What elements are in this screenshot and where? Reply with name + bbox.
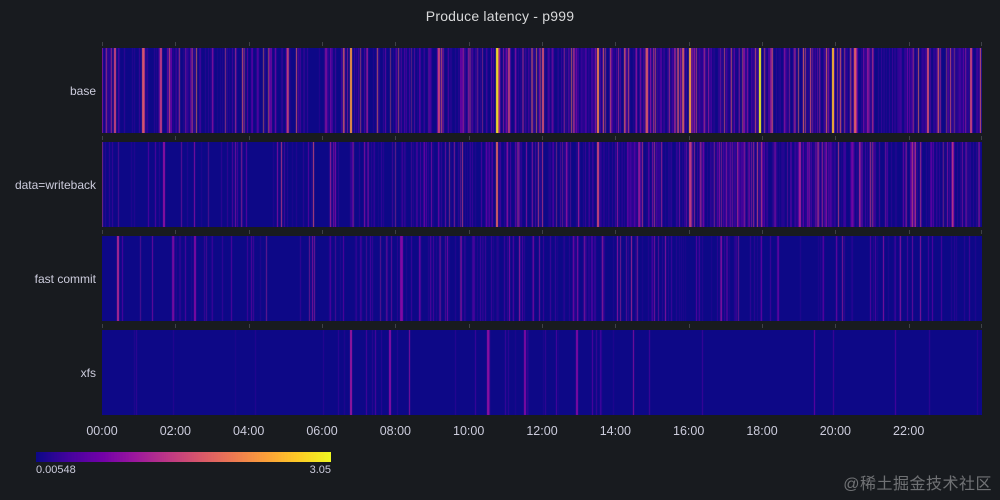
x-axis-label: 06:00 bbox=[306, 424, 338, 438]
axis-tick bbox=[395, 136, 397, 140]
axis-tick bbox=[322, 136, 323, 140]
axis-tick bbox=[468, 230, 470, 234]
axis-tick bbox=[981, 324, 982, 328]
color-gradient-bar bbox=[36, 452, 331, 462]
axis-tick bbox=[468, 136, 470, 140]
axis-tick bbox=[981, 42, 982, 46]
axis-tick bbox=[542, 136, 543, 140]
x-axis: 00:00 02:00 04:00 06:00 08:00 10:00 12:00 14:00… bbox=[0, 424, 1000, 442]
row-label: base bbox=[69, 83, 96, 98]
axis-tick bbox=[468, 324, 470, 328]
axis-tick bbox=[102, 324, 103, 328]
axis-tick bbox=[248, 42, 250, 46]
axis-tick bbox=[835, 324, 837, 328]
legend-labels: 0.00548 3.05 bbox=[36, 464, 331, 476]
x-axis-label: 10:00 bbox=[453, 424, 485, 438]
axis-tick bbox=[248, 324, 250, 328]
axis-tick bbox=[248, 136, 250, 140]
axis-tick bbox=[835, 230, 837, 234]
axis-tick bbox=[102, 136, 103, 140]
axis-tick bbox=[981, 230, 982, 234]
axis-tick bbox=[762, 136, 763, 140]
axis-tick bbox=[102, 42, 103, 46]
axis-tick bbox=[102, 230, 103, 234]
axis-tick bbox=[322, 230, 323, 234]
axis-tick bbox=[688, 42, 690, 46]
heatmap-strip[interactable] bbox=[102, 236, 982, 321]
axis-tick bbox=[322, 324, 323, 328]
axis-tick bbox=[688, 324, 690, 328]
axis-tick bbox=[175, 324, 177, 328]
axis-tick bbox=[395, 324, 397, 328]
axis-tick bbox=[688, 136, 690, 140]
axis-tick bbox=[542, 42, 543, 46]
heatmap-row: xfs bbox=[0, 324, 1000, 424]
axis-tick bbox=[762, 230, 763, 234]
axis-tick bbox=[908, 136, 910, 140]
x-axis-label: 02:00 bbox=[159, 424, 191, 438]
heatmap-strip[interactable] bbox=[102, 330, 982, 415]
heatmap-row: base bbox=[0, 42, 1000, 142]
axis-tick bbox=[835, 136, 837, 140]
row-label: fast commit bbox=[34, 271, 96, 286]
axis-tick bbox=[615, 136, 617, 140]
axis-tick bbox=[688, 230, 690, 234]
x-axis-label: 08:00 bbox=[379, 424, 411, 438]
axis-tick bbox=[615, 324, 617, 328]
x-axis-label: 14:00 bbox=[599, 424, 631, 438]
heatmap-strip[interactable] bbox=[102, 48, 982, 133]
axis-tick bbox=[395, 42, 397, 46]
axis-tick bbox=[175, 42, 177, 46]
panel-title[interactable]: Produce latency - p999 bbox=[425, 8, 575, 24]
axis-tick bbox=[981, 136, 982, 140]
axis-tick bbox=[175, 230, 177, 234]
axis-tick bbox=[908, 324, 910, 328]
axis-tick bbox=[542, 324, 543, 328]
axis-tick bbox=[762, 42, 763, 46]
axis-tick bbox=[615, 230, 617, 234]
axis-tick bbox=[835, 42, 837, 46]
x-axis-label: 22:00 bbox=[893, 424, 925, 438]
heatmap-row: data=writeback bbox=[0, 136, 1000, 236]
axis-tick bbox=[468, 42, 470, 46]
axis-tick bbox=[175, 136, 177, 140]
heatmap-rows: base data=writeback fast commit xfs bbox=[0, 42, 1000, 424]
color-scale-legend: 0.00548 3.05 bbox=[36, 452, 331, 476]
watermark: @稀土掘金技术社区 bbox=[843, 476, 992, 493]
axis-tick bbox=[762, 324, 763, 328]
x-axis-label: 16:00 bbox=[673, 424, 705, 438]
row-label: xfs bbox=[80, 365, 96, 380]
axis-tick bbox=[542, 230, 543, 234]
axis-tick bbox=[908, 42, 910, 46]
row-label: data=writeback bbox=[14, 177, 96, 192]
x-axis-label: 12:00 bbox=[526, 424, 558, 438]
legend-max-value: 3.05 bbox=[309, 464, 331, 476]
axis-tick bbox=[908, 230, 910, 234]
legend-min-value: 0.00548 bbox=[36, 464, 76, 476]
axis-tick bbox=[395, 230, 397, 234]
heatmap-strip[interactable] bbox=[102, 142, 982, 227]
heatmap-row: fast commit bbox=[0, 230, 1000, 330]
axis-tick bbox=[322, 42, 323, 46]
axis-tick bbox=[248, 230, 250, 234]
x-axis-label: 20:00 bbox=[819, 424, 851, 438]
x-axis-label: 18:00 bbox=[746, 424, 778, 438]
axis-tick bbox=[615, 42, 617, 46]
x-axis-label: 04:00 bbox=[233, 424, 265, 438]
x-axis-label: 00:00 bbox=[86, 424, 118, 438]
